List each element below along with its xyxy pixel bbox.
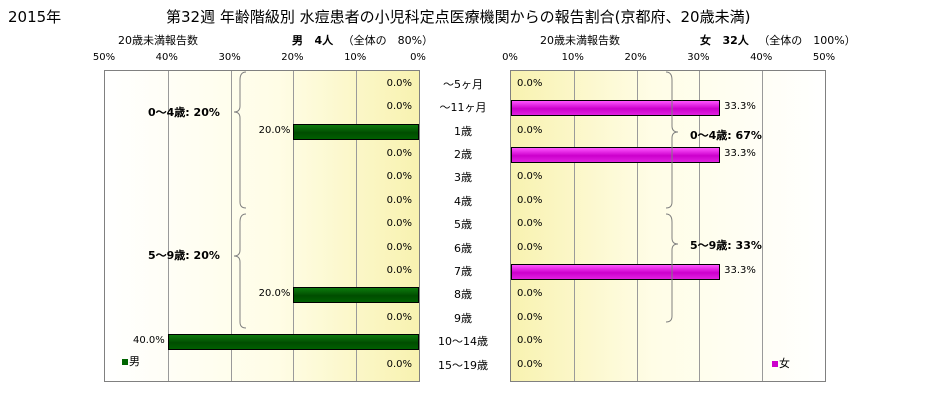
female-value-label: 0.0%: [517, 358, 543, 370]
right-group-label-0-4: 0～4歳: 67%: [690, 129, 762, 142]
right-plot-area: 0.0% 33.3% 0.0% 33.3% 0.0% 0.0% 0.0% 0.0% 33.3% 0…: [510, 70, 826, 382]
left-series-header: 男 4人 （全体の 80%）: [292, 32, 433, 48]
left-tick-label: 30%: [218, 52, 241, 63]
right-gridline: [637, 71, 638, 381]
left-braces: [233, 71, 247, 329]
category-label: 4歳: [454, 194, 472, 208]
male-value-label: 20.0%: [258, 124, 291, 136]
female-value-label: 0.0%: [517, 218, 543, 230]
legend-male-swatch: [122, 359, 128, 365]
left-brace-0-4: [233, 71, 247, 209]
category-label: 6歳: [454, 241, 472, 255]
female-value-label: 33.3%: [724, 147, 756, 159]
male-value-label: 0.0%: [386, 171, 412, 183]
female-value-label: 0.0%: [517, 124, 543, 136]
right-total: （全体の 100%）: [758, 34, 856, 47]
right-brace-0-4: [665, 71, 679, 209]
left-series-name: 男: [292, 34, 303, 47]
right-axis-caption: 20歳未満報告数: [540, 34, 620, 47]
right-legend: 女: [772, 355, 790, 371]
category-label: 1歳: [454, 124, 472, 138]
female-value-label: 0.0%: [517, 171, 543, 183]
male-value-label: 0.0%: [386, 194, 412, 206]
right-tick-label: 40%: [750, 52, 773, 63]
left-brace-5-9: [233, 213, 247, 329]
left-tick-label: 40%: [155, 52, 178, 63]
category-label: ～11ヶ月: [439, 101, 487, 115]
left-gridline: [231, 71, 232, 381]
left-legend: 男: [122, 353, 140, 369]
male-value-label: 0.0%: [386, 77, 412, 89]
female-value-label: 0.0%: [517, 194, 543, 206]
right-tick-label: 20%: [624, 52, 647, 63]
left-count: 4人: [314, 34, 334, 47]
male-value-label: 0.0%: [386, 358, 412, 370]
right-group-label-5-9: 5～9歳: 33%: [690, 239, 762, 252]
right-gridline: [699, 71, 700, 381]
left-tick-label: 50%: [92, 52, 116, 63]
right-series-name: 女: [700, 34, 711, 47]
left-gridline: [168, 71, 169, 381]
left-gridline: [293, 71, 294, 381]
female-value-label: 0.0%: [517, 77, 543, 89]
right-braces: [665, 71, 679, 323]
left-tick-label: 0%: [410, 52, 426, 63]
male-bar: [167, 334, 419, 351]
category-label: 2歳: [454, 147, 472, 161]
female-value-label: 0.0%: [517, 335, 543, 347]
category-label: 3歳: [454, 171, 472, 185]
category-label: 8歳: [454, 288, 472, 302]
left-plot-area: 0.0% 0.0% 20.0% 0.0% 0.0% 0.0% 0.0% 0.0% 0.0% 20.…: [104, 70, 420, 382]
right-gridline: [574, 71, 575, 381]
male-value-label: 0.0%: [386, 218, 412, 230]
right-tick-label: 30%: [687, 52, 710, 63]
left-gridline: [356, 71, 357, 381]
female-bar: [511, 100, 721, 117]
female-value-label: 0.0%: [517, 311, 543, 323]
female-value-label: 0.0%: [517, 288, 543, 300]
category-label: 5歳: [454, 218, 472, 232]
male-value-label: 0.0%: [386, 147, 412, 159]
female-value-label: 0.0%: [517, 241, 543, 253]
male-value-label: 40.0%: [133, 335, 165, 347]
left-group-label-5-9: 5～9歳: 20%: [148, 249, 220, 262]
right-gridline: [762, 71, 763, 381]
male-bar: [293, 123, 419, 140]
legend-female-swatch: [772, 361, 778, 367]
male-value-label: 0.0%: [386, 241, 412, 253]
legend-female-label: 女: [779, 357, 790, 370]
male-bar: [293, 287, 419, 304]
right-count: 32人: [722, 34, 749, 47]
year-label: 2015年: [8, 8, 62, 26]
right-brace-5-9: [665, 213, 679, 323]
left-axis-caption: 20歳未満報告数: [118, 34, 198, 47]
male-value-label: 0.0%: [386, 264, 412, 276]
left-tick-label: 10%: [344, 52, 367, 63]
male-value-label: 0.0%: [386, 101, 412, 113]
left-tick-label: 20%: [281, 52, 304, 63]
category-label: 15～19歳: [438, 358, 488, 372]
female-value-label: 33.3%: [724, 264, 756, 276]
right-series-header: 女 32人 （全体の 100%）: [700, 32, 856, 48]
category-label: 10～14歳: [438, 335, 488, 349]
right-tick-label: 10%: [561, 52, 584, 63]
female-value-label: 33.3%: [724, 101, 756, 113]
right-tick-label: 50%: [812, 52, 836, 63]
category-label: 7歳: [454, 264, 472, 278]
right-tick-label: 0%: [502, 52, 518, 63]
male-value-label: 20.0%: [258, 288, 291, 300]
female-bar: [511, 146, 721, 163]
left-total: （全体の 80%）: [342, 34, 434, 47]
left-group-label-0-4: 0～4歳: 20%: [148, 106, 220, 119]
legend-male-label: 男: [129, 355, 140, 368]
male-value-label: 0.0%: [386, 311, 412, 323]
category-label: 9歳: [454, 311, 472, 325]
chart-title: 第32週 年齢階級別 水痘患者の小児科定点医療機関からの報告割合(京都府、20歳…: [166, 8, 751, 26]
category-label: ～5ヶ月: [443, 77, 483, 91]
female-bar: [511, 263, 721, 280]
